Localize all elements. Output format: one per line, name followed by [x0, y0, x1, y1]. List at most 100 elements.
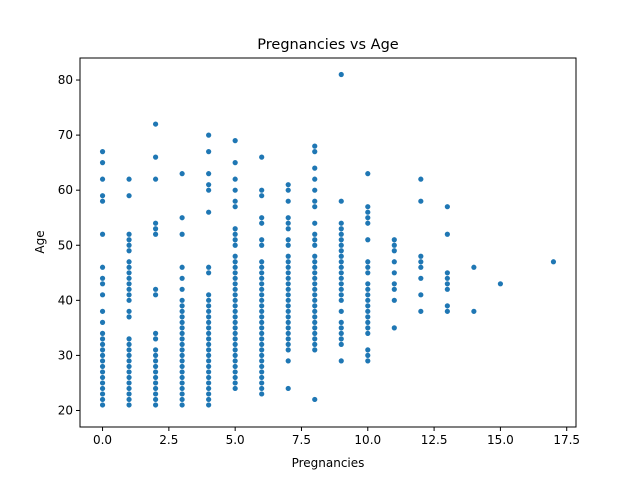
data-point — [444, 231, 450, 237]
data-point — [206, 391, 212, 397]
data-point — [126, 193, 132, 199]
data-point — [259, 363, 265, 370]
data-point — [126, 374, 132, 381]
data-point — [126, 242, 132, 248]
data-point — [391, 281, 397, 287]
y-tick-label: 70 — [58, 128, 73, 142]
data-point — [99, 352, 106, 358]
data-point — [259, 347, 265, 353]
data-point — [152, 402, 159, 408]
data-point — [312, 347, 318, 353]
data-point — [152, 176, 159, 182]
data-point — [152, 380, 159, 386]
data-point — [285, 275, 291, 281]
data-point — [179, 374, 185, 381]
data-point — [338, 220, 344, 226]
data-point — [126, 275, 132, 281]
data-point — [126, 402, 132, 408]
data-point — [312, 275, 318, 281]
data-point — [152, 369, 159, 375]
data-point — [259, 352, 265, 358]
data-point — [285, 198, 291, 204]
data-point — [179, 215, 185, 221]
data-point — [206, 396, 212, 403]
data-point — [259, 358, 265, 364]
data-point — [391, 286, 397, 292]
data-point — [444, 275, 450, 281]
data-point — [285, 286, 291, 292]
data-point — [365, 286, 371, 292]
data-point — [152, 292, 159, 298]
data-point — [312, 308, 318, 314]
data-point — [232, 187, 238, 193]
data-point — [338, 275, 344, 281]
data-point — [99, 308, 106, 314]
data-point — [259, 391, 265, 397]
data-point — [338, 237, 344, 243]
data-point — [99, 358, 106, 364]
data-point — [285, 292, 291, 298]
data-point — [312, 242, 318, 248]
data-point — [259, 270, 265, 276]
data-point — [99, 149, 106, 155]
data-point — [179, 402, 185, 408]
data-point — [232, 314, 238, 320]
data-point — [152, 358, 159, 364]
data-point — [206, 297, 212, 303]
data-point — [259, 281, 265, 287]
plot-frame — [79, 57, 577, 428]
data-point — [471, 308, 477, 314]
data-point — [444, 303, 450, 309]
data-point — [312, 286, 318, 292]
data-point — [99, 347, 106, 353]
data-point — [152, 226, 159, 232]
data-point — [206, 330, 212, 336]
data-point — [285, 259, 291, 265]
data-point — [179, 330, 185, 336]
data-point — [285, 187, 291, 193]
data-point — [206, 336, 212, 342]
data-point — [206, 380, 212, 386]
x-tick-label: 0.0 — [93, 433, 112, 447]
data-point — [365, 215, 371, 221]
data-points — [99, 71, 557, 408]
data-point — [550, 259, 557, 265]
data-point — [444, 308, 450, 314]
data-point — [232, 198, 238, 204]
x-axis-ticks: 0.0 2.5 5.0 7.5 10.0 12.5 15.0 17.5 — [93, 427, 580, 447]
data-point — [365, 325, 371, 331]
data-point — [418, 259, 424, 265]
data-point — [126, 385, 132, 392]
data-point — [418, 198, 424, 204]
data-point — [312, 176, 318, 182]
data-point — [312, 220, 318, 226]
data-point — [365, 292, 371, 298]
x-tick-label: 17.5 — [553, 433, 580, 447]
data-point — [338, 71, 344, 78]
y-tick-label: 50 — [58, 238, 73, 252]
data-point — [312, 204, 318, 210]
data-point — [338, 297, 344, 303]
data-point — [232, 341, 238, 347]
data-point — [206, 369, 212, 375]
data-point — [312, 341, 318, 347]
data-point — [312, 253, 318, 259]
data-point — [206, 171, 212, 177]
data-point — [152, 347, 159, 353]
data-point — [312, 325, 318, 331]
x-tick-label: 10.0 — [354, 433, 381, 447]
data-point — [152, 363, 159, 370]
data-point — [312, 297, 318, 303]
data-point — [232, 138, 238, 144]
data-point — [126, 341, 132, 347]
y-tick-label: 40 — [58, 293, 73, 307]
data-point — [99, 396, 106, 403]
data-point — [285, 319, 291, 325]
x-tick-label: 12.5 — [421, 433, 448, 447]
data-point — [179, 303, 185, 309]
data-point — [285, 341, 291, 347]
data-point — [232, 176, 238, 182]
data-point — [285, 308, 291, 314]
data-point — [365, 171, 371, 177]
data-point — [338, 259, 344, 265]
